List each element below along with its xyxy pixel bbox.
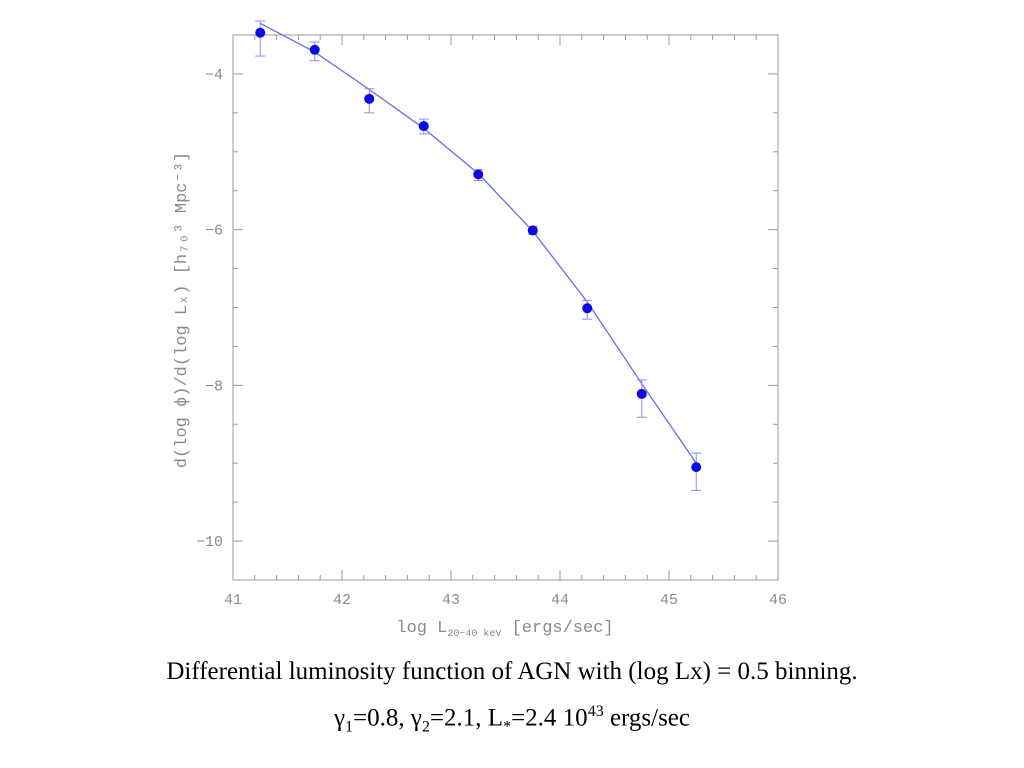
y-tick-label: −6: [205, 223, 223, 240]
data-point: [582, 303, 593, 314]
data-point: [527, 225, 538, 236]
data-points: [255, 27, 702, 473]
y-tick-label: −10: [196, 534, 223, 551]
tick-labels: 41 42 43 44 45 46 −4 −6 −8 −10: [196, 67, 787, 609]
data-point: [309, 44, 320, 55]
data-point: [691, 462, 702, 473]
caption-line-2: γ1=0.8, γ2=2.1, L*=2.4 1043 ergs/sec: [333, 703, 691, 736]
luminosity-function-chart: 41 42 43 44 45 46 −4 −6 −8 −10 log L20−40 keV [er…: [173, 20, 787, 640]
y-tick-label: −8: [205, 378, 223, 395]
x-tick-label: 44: [551, 592, 569, 609]
caption-line-1: Differential luminosity function of AGN …: [166, 658, 858, 685]
y-axis-title: d(log ϕ)/d(log Lₓ) [h₇₀³ Mpc⁻³]: [173, 152, 192, 468]
x-tick-label: 42: [333, 592, 351, 609]
figure-caption: Differential luminosity function of AGN …: [0, 652, 1024, 747]
data-point: [636, 388, 647, 399]
data-point: [473, 169, 484, 180]
x-axis-title: log L20−40 keV [ergs/sec]: [396, 619, 613, 640]
error-bars: [255, 20, 702, 491]
fit-curve: [259, 22, 697, 464]
x-tick-label: 43: [442, 592, 460, 609]
axis-ticks: [232, 34, 779, 581]
y-tick-label: −4: [205, 67, 223, 84]
x-tick-label: 41: [224, 592, 242, 609]
x-tick-label: 45: [660, 592, 678, 609]
error-bar: [255, 20, 266, 57]
plot-frame: [232, 34, 779, 581]
data-point: [255, 27, 266, 38]
x-tick-label: 46: [769, 592, 787, 609]
data-point: [418, 121, 429, 132]
data-point: [364, 93, 375, 104]
